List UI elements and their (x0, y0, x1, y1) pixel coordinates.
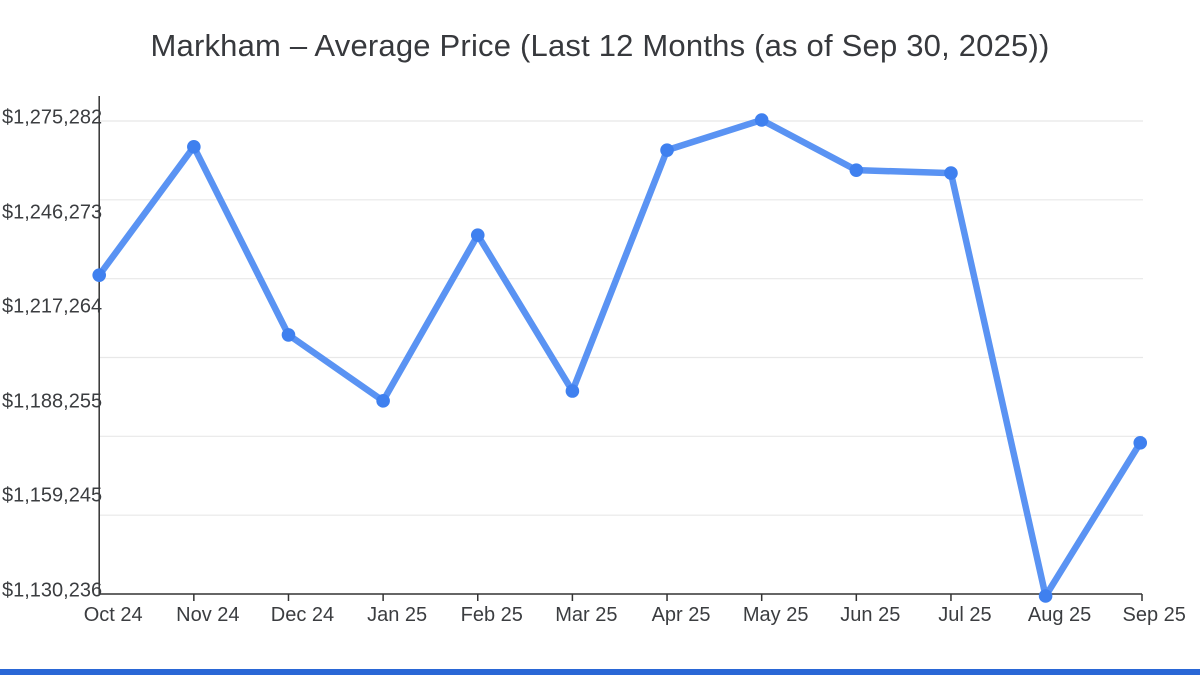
data-point-sep-25 (1133, 436, 1148, 450)
bottom-accent-bar (0, 669, 1200, 675)
data-point-jul-25 (944, 166, 958, 180)
x-axis-label: Mar 25 (555, 604, 618, 626)
data-point-dec-24 (281, 328, 296, 342)
data-point-apr-25 (660, 143, 674, 157)
y-axis-label: $1,217,264 (2, 295, 103, 318)
y-axis-label: $1,246,273 (2, 201, 103, 224)
data-point-jun-25 (849, 163, 864, 177)
x-axis-label: Jun 25 (840, 604, 901, 626)
x-axis-label: Jul 25 (938, 604, 992, 626)
data-point-may-25 (754, 113, 769, 127)
data-point-jan-25 (376, 394, 390, 408)
x-axis-label: Aug 25 (1027, 604, 1092, 626)
data-point-nov-24 (187, 140, 201, 154)
data-point-oct-24 (92, 268, 106, 282)
x-axis-label: Nov 24 (176, 604, 240, 626)
x-axis-label: Dec 24 (270, 604, 335, 626)
data-point-aug-25 (1038, 589, 1053, 603)
x-axis-label: May 25 (742, 604, 809, 626)
y-axis-label: $1,188,255 (2, 390, 103, 413)
data-point-feb-25 (470, 228, 485, 242)
y-axis-label: $1,159,245 (2, 484, 103, 507)
x-axis-label: Apr 25 (651, 604, 711, 626)
x-axis-label: Jan 25 (367, 604, 428, 626)
y-axis-label: $1,275,282 (2, 106, 103, 129)
x-axis-label: Feb 25 (460, 604, 523, 626)
x-axis-label: Oct 24 (83, 604, 143, 626)
data-point-mar-25 (565, 384, 580, 398)
price-series-line (95, 116, 1144, 600)
x-axis-label: Sep 25 (1122, 604, 1186, 626)
y-axis-label: $1,130,236 (2, 579, 103, 602)
chart-title: Markham – Average Price (Last 12 Months … (150, 28, 1050, 63)
